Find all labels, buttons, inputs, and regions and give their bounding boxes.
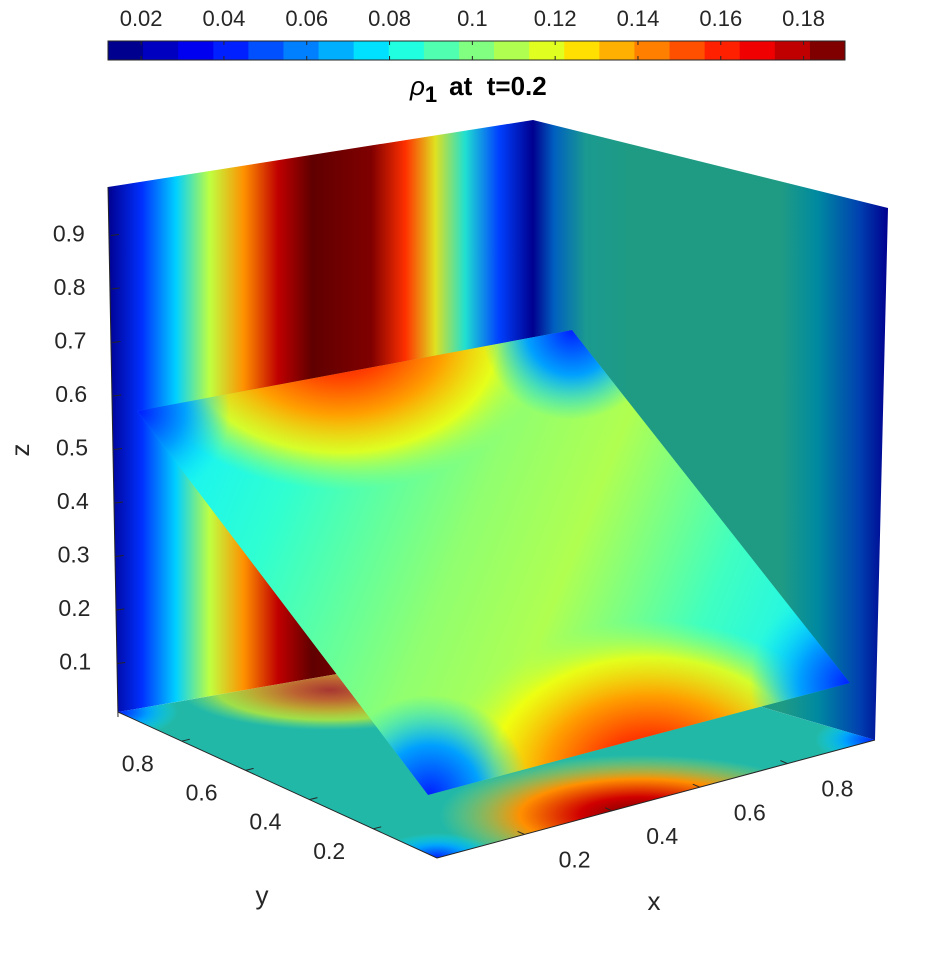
y-axis-label: y [256,880,269,910]
z-tick-label: 0.4 [57,488,89,514]
colorbar-swatch [318,41,355,60]
z-tick-label: 0.6 [55,381,87,407]
z-tick [114,501,123,504]
x-tick-label: 0.6 [734,799,766,825]
colorbar-swatch [213,41,249,60]
x-tick-label: 0.8 [821,776,853,802]
colorbar-swatch [529,41,565,60]
colorbar-tick-label: 0.16 [699,6,742,31]
colorbar-tick-label: 0.14 [617,6,660,31]
y-tick [245,767,254,771]
y-tick-label: 0.8 [122,750,154,776]
colorbar-swatch [809,41,846,60]
y-tick [181,738,190,742]
colorbar-swatch [494,41,530,60]
colorbar-tick-label: 0.12 [534,6,577,31]
colorbar-frame [107,40,846,61]
colorbar-swatch [564,41,600,60]
x-axis-label: x [648,886,661,916]
colorbar-swatch [178,41,214,60]
y-tick [309,797,318,801]
colorbar-swatch [634,41,671,60]
colorbar-swatch [143,41,179,60]
colorbar-swatch [388,41,425,60]
z-tick [112,341,121,343]
colorbar-tick-label: 0.04 [203,6,246,31]
z-tick-label: 0.5 [56,435,88,461]
z-tick-label: 0.3 [58,542,90,568]
x-tick [780,760,788,765]
y-tick-label: 0.2 [313,838,345,864]
colorbar-swatch [248,41,284,60]
y-tick-label: 0.4 [249,809,281,835]
z-tick-label: 0.1 [59,649,91,675]
colorbar-swatch [669,41,706,60]
y-tick-label: 0.6 [186,779,218,805]
x-tick-label: 0.2 [559,846,591,872]
colorbar-swatch [353,41,390,60]
title-text: at t=0.2 [449,71,547,101]
axis-line [436,739,876,859]
colorbar-swatch [739,41,776,60]
z-tick [116,608,125,611]
z-tick [110,234,119,236]
colorbar-tick-label: 0.06 [285,6,328,31]
x-tick [692,783,700,788]
colorbar-swatch [774,41,811,60]
z-tick-label: 0.7 [54,328,86,354]
chart-title: ρ1 at t=0.2 [409,71,547,107]
x-tick-label: 0.4 [646,823,678,849]
z-tick [111,287,120,290]
z-tick-label: 0.9 [53,221,85,247]
colorbar-swatch [283,41,320,60]
axis-line [117,711,438,859]
colorbar-swatch [423,41,460,60]
colorbar-swatch [704,41,741,60]
colorbar-tick-label: 0.08 [368,6,411,31]
colorbar-swatch [108,41,144,60]
z-tick [115,555,124,557]
z-tick [113,394,122,397]
y-tick [373,826,382,830]
x-tick [605,807,613,812]
title-subscript: 1 [425,82,437,107]
colorbar-swatch [458,41,495,60]
z-tick [117,662,126,664]
z-tick [113,448,123,450]
z-tick-label: 0.2 [58,595,90,621]
axis-line [107,186,119,718]
x-tick [517,830,525,835]
colorbar-swatch [599,41,635,60]
colorbar-tick-label: 0.02 [120,6,163,31]
z-axis-label: z [5,444,35,457]
title-symbol: ρ [409,71,425,101]
colorbar-tick-label: 0.18 [782,6,825,31]
z-tick-label: 0.8 [54,274,86,300]
colorbar-tick-label: 0.1 [457,6,488,31]
